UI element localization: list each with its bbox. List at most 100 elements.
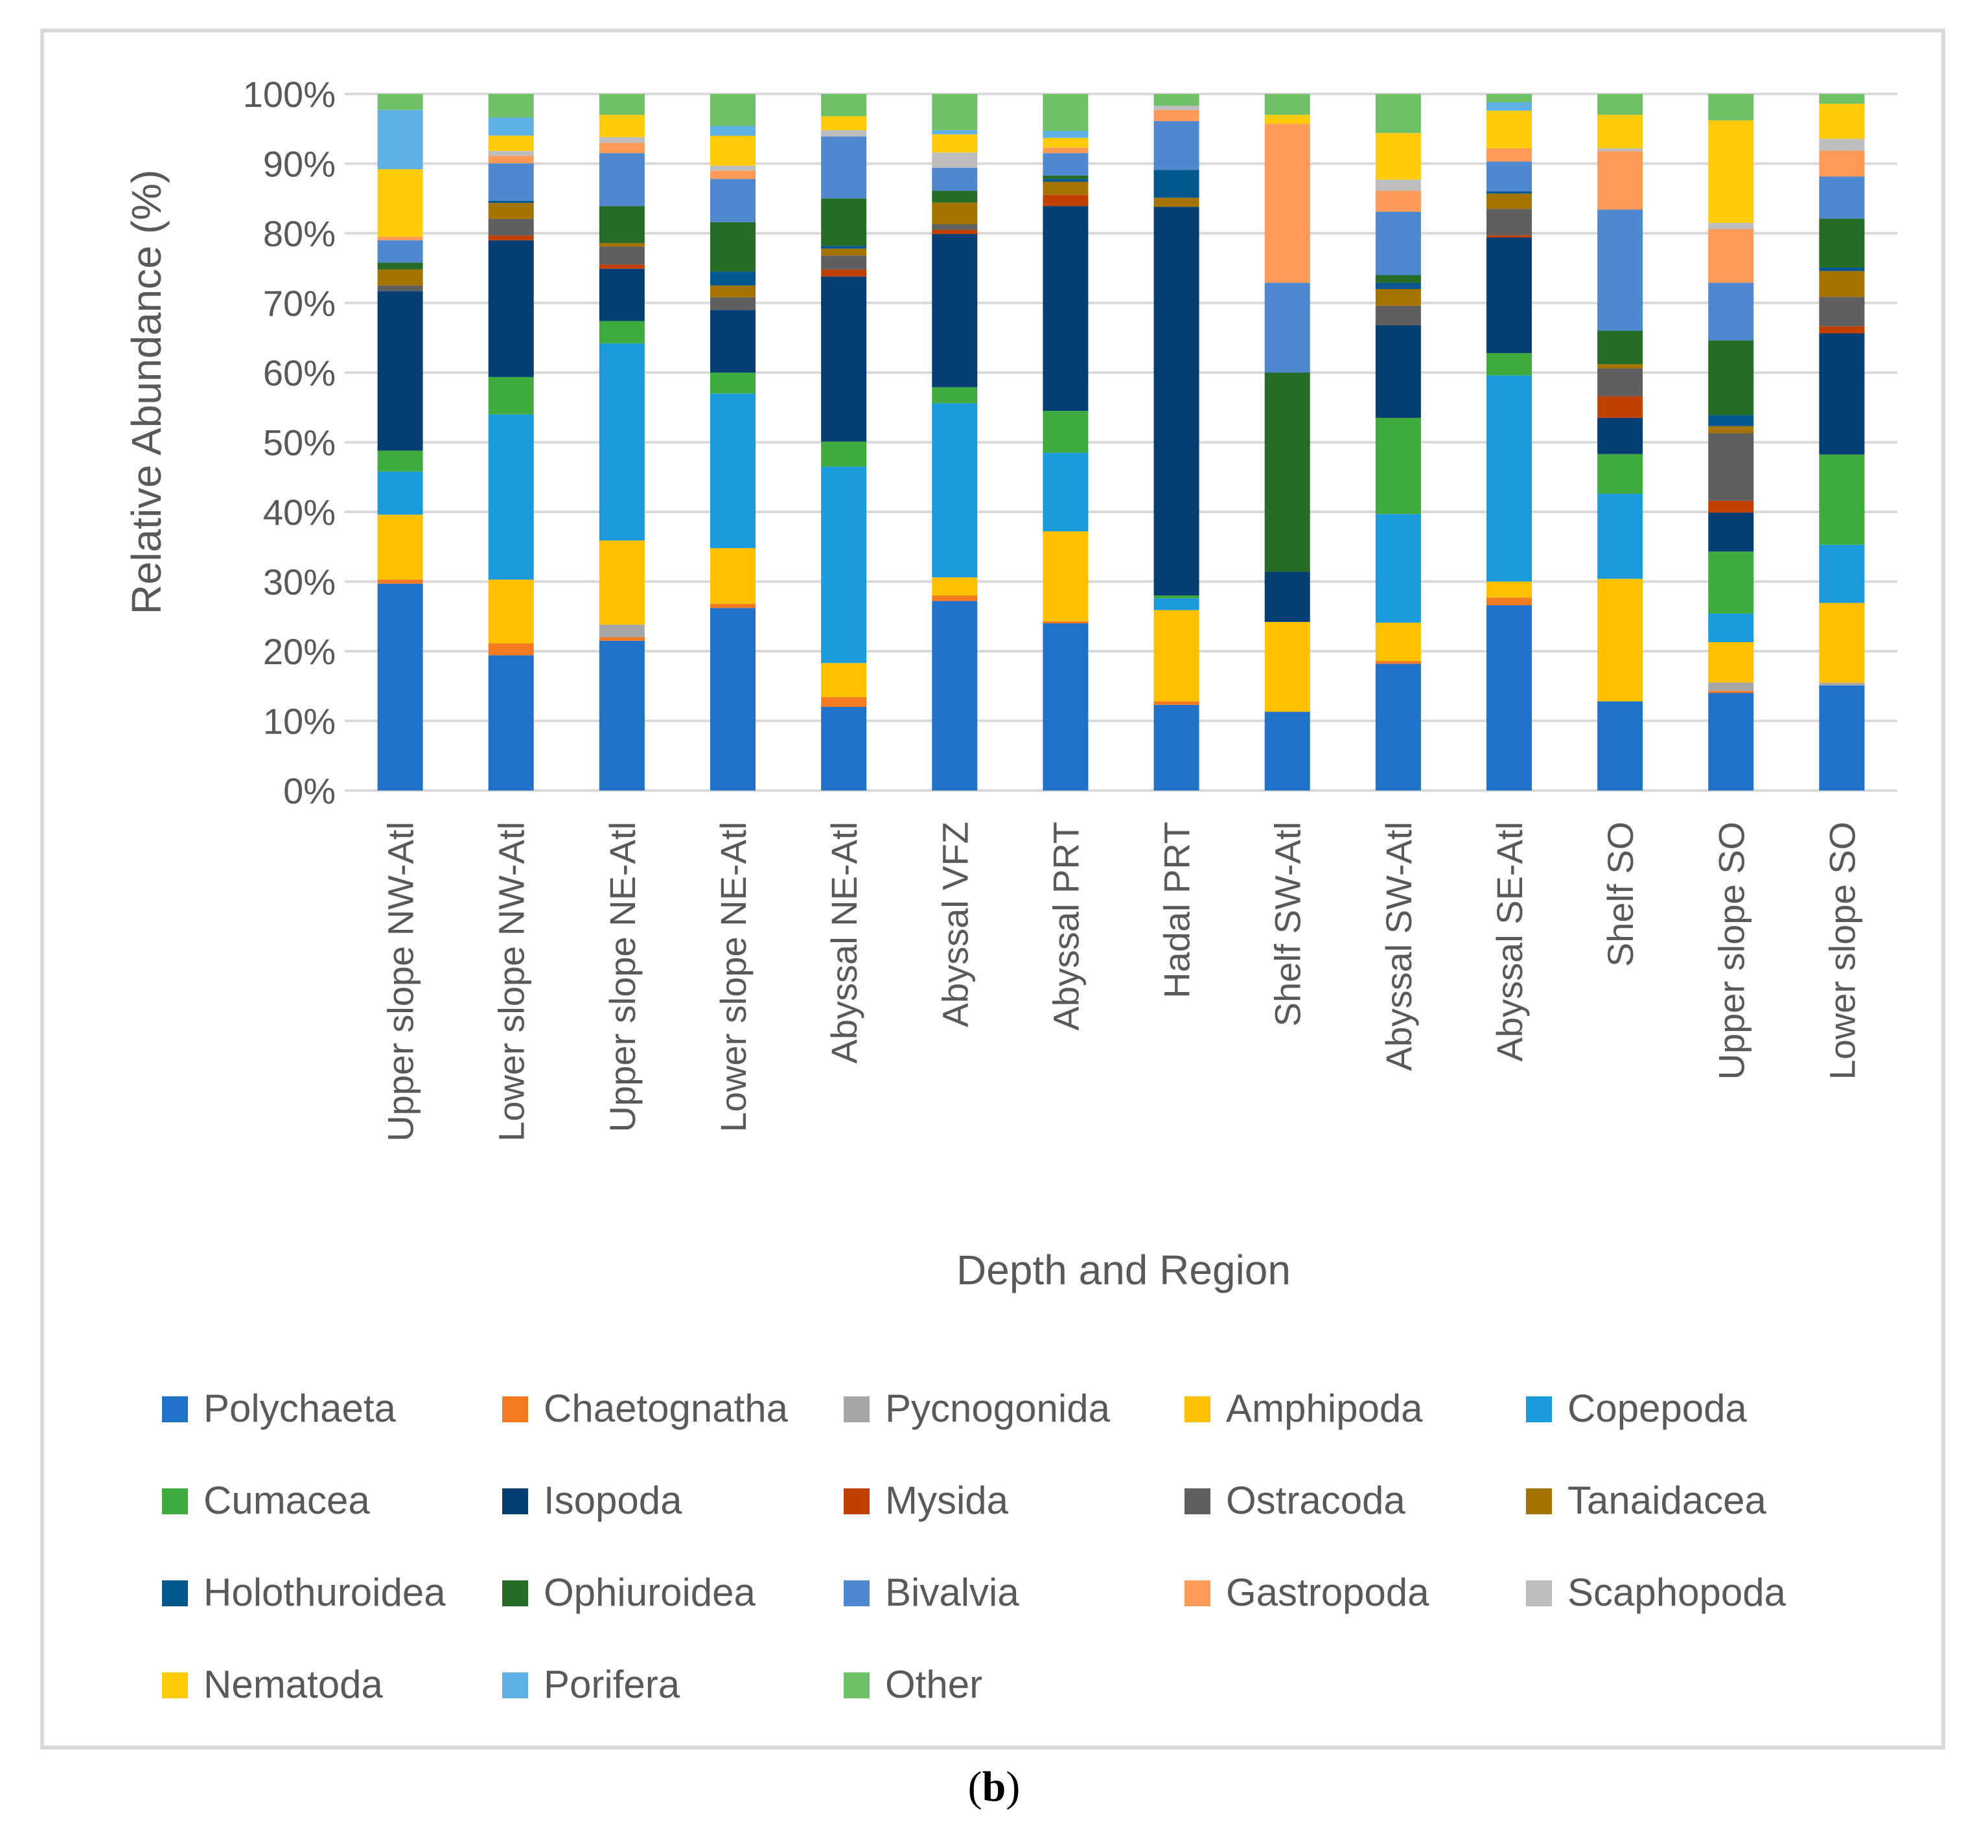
bar-segment-copepoda (710, 393, 756, 548)
bar-segment-scaphopoda (599, 137, 645, 143)
bar-segment-copepoda (1153, 598, 1199, 610)
bar-segment-tanaidacea (1375, 289, 1421, 306)
bar-segment-ophiuroidea (1375, 275, 1421, 283)
bar-segment-tanaidacea (821, 248, 867, 256)
bar-segment-copepoda (1043, 452, 1089, 532)
legend-item-ophiuroidea: Ophiuroidea (502, 1571, 756, 1614)
legend-item-amphipoda: Amphipoda (1185, 1387, 1423, 1430)
bar-segment-isopoda (599, 268, 645, 321)
legend-label: Holothuroidea (203, 1571, 446, 1614)
y-tick-label: 90% (263, 144, 336, 185)
legend-label: Mysida (885, 1479, 1009, 1522)
bar-segment-gastropoda (710, 170, 756, 179)
bar-segment-gastropoda (1708, 229, 1754, 283)
bar-segment-polychaeta (377, 583, 423, 791)
legend-swatch (162, 1580, 188, 1606)
bar-segment-gastropoda (1486, 148, 1532, 162)
bar-segment-amphipoda (1597, 579, 1643, 702)
bar-segment-ophiuroidea (932, 191, 978, 203)
bar-segment-ophiuroidea (710, 222, 756, 272)
bar-segment-porifera (1486, 102, 1532, 111)
bar-segment-bivalvia (1264, 283, 1310, 373)
legend-swatch (502, 1580, 528, 1606)
bar-segment-scaphopoda (932, 152, 978, 168)
y-tick-label: 10% (263, 701, 336, 742)
legend-swatch (162, 1488, 188, 1514)
bar-segment-holothuroidea (1708, 415, 1754, 426)
bar-segment-ostracoda (488, 218, 534, 236)
bar-segment-nematoda (1819, 104, 1865, 139)
bar-segment-chaetognatha (1153, 701, 1199, 705)
bar-segment-polychaeta (1264, 711, 1310, 791)
bar-segment-cumacea (1486, 352, 1532, 376)
bar-segment-holothuroidea (1486, 191, 1532, 194)
bar-segment-holothuroidea (1153, 170, 1199, 198)
bar-segment-amphipoda (1708, 642, 1754, 683)
legend-swatch (502, 1396, 528, 1422)
bar-segment-mysida (821, 269, 867, 277)
legend-label: Porifera (544, 1663, 680, 1706)
bar-segment-nematoda (488, 135, 534, 151)
bar-segment-scaphopoda (710, 165, 756, 171)
bar-segment-bivalvia (377, 240, 423, 263)
bar-segment-pycnogonida (599, 625, 645, 638)
bar-segment-tanaidacea (710, 285, 756, 297)
bar-segment-cumacea (1043, 411, 1089, 453)
bar-segment-ophiuroidea (1264, 373, 1310, 572)
x-tick-label: Upper slope NE-Atl (602, 822, 643, 1132)
bar-segment-bivalvia (932, 167, 978, 191)
bar-segment-chaetognatha (1708, 691, 1754, 693)
bar-segment-cumacea (1708, 551, 1754, 614)
y-tick-label: 60% (263, 352, 336, 393)
bar-segment-mysida (599, 264, 645, 269)
bar-segment-amphipoda (821, 663, 867, 697)
bar-segment-other (1819, 94, 1865, 104)
legend-item-tanaidacea: Tanaidacea (1526, 1479, 1767, 1522)
bar-segment-mysida (1597, 396, 1643, 418)
bar-segment-porifera (377, 110, 423, 170)
legend-label: Tanaidacea (1567, 1479, 1767, 1522)
bar-segment-cumacea (1597, 454, 1643, 494)
bar-segment-other (1708, 94, 1754, 121)
bar-segment-gastropoda (488, 156, 534, 164)
legend-swatch (1185, 1396, 1210, 1422)
y-tick-label: 70% (263, 283, 336, 324)
bar-segment-ophiuroidea (1708, 340, 1754, 415)
bar-segment-gastropoda (599, 143, 645, 154)
bar-segment-scaphopoda (1375, 179, 1421, 191)
legend-swatch (162, 1396, 188, 1422)
bar-segment-isopoda (1819, 333, 1865, 455)
x-tick-label: Upper slope SO (1711, 822, 1751, 1080)
bar-segment-amphipoda (1375, 622, 1421, 662)
legend-label: Scaphopoda (1567, 1571, 1786, 1614)
bar-segment-scaphopoda (1153, 106, 1199, 110)
bar-segment-holothuroidea (488, 200, 534, 203)
bar-segment-ostracoda (1597, 368, 1643, 397)
bar-segment-holothuroidea (1043, 179, 1089, 182)
x-tick-label: Hadal PRT (1157, 822, 1197, 999)
bar-segment-nematoda (1708, 120, 1754, 223)
bar-segment-nematoda (1264, 115, 1310, 124)
bar-segment-bivalvia (1043, 153, 1089, 176)
bar-segment-isopoda (932, 234, 978, 387)
bar-segment-other (599, 94, 645, 115)
bar-segment-amphipoda (377, 514, 423, 580)
bar-segment-porifera (1043, 130, 1089, 138)
bar-segment-nematoda (599, 115, 645, 137)
bar-segment-copepoda (599, 343, 645, 541)
bar-segment-amphipoda (932, 577, 978, 595)
bar-segment-polychaeta (1153, 704, 1199, 791)
bar-segment-bivalvia (1819, 176, 1865, 219)
y-tick-label: 80% (263, 213, 336, 254)
panel-label-open: ( (967, 1763, 982, 1810)
bar-segment-cumacea (488, 376, 534, 415)
bar-segment-isopoda (1375, 325, 1421, 418)
bar-segment-scaphopoda (1708, 222, 1754, 229)
bar-segment-bivalvia (1708, 283, 1754, 341)
bar-segment-other (377, 94, 423, 110)
bar-segment-bivalvia (1153, 121, 1199, 170)
bar-segment-ostracoda (1486, 209, 1532, 236)
bar-segment-isopoda (1486, 237, 1532, 353)
bar-series (377, 94, 1865, 791)
